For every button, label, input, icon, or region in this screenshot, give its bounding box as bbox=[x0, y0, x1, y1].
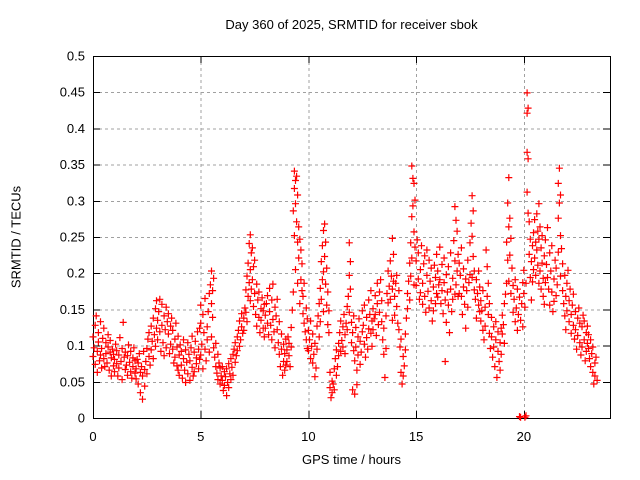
y-axis-label: SRMTID / TECUs bbox=[8, 185, 24, 289]
y-tick-label: 0.5 bbox=[67, 49, 85, 64]
y-tick-label: 0.1 bbox=[67, 338, 85, 353]
y-tick-label: 0.45 bbox=[60, 85, 85, 100]
tick-labels: 0 5 10 15 20 0 0.05 0.1 0.15 0.2 0.25 0.3 0.35 0.4 0.4… bbox=[60, 49, 531, 445]
x-tick-label: 0 bbox=[89, 429, 96, 444]
x-tick-label: 20 bbox=[517, 429, 531, 444]
y-tick-label: 0.25 bbox=[60, 230, 85, 245]
scatter-points bbox=[89, 89, 601, 421]
x-tick-label: 5 bbox=[197, 429, 204, 444]
y-tick-label: 0.35 bbox=[60, 157, 85, 172]
y-tick-label: 0.05 bbox=[60, 374, 85, 389]
x-tick-label: 15 bbox=[409, 429, 423, 444]
grid-layer bbox=[93, 56, 610, 418]
x-tick-label: 10 bbox=[301, 429, 315, 444]
y-tick-label: 0.3 bbox=[67, 193, 85, 208]
plot-border bbox=[93, 56, 611, 419]
x-axis-label: GPS time / hours bbox=[302, 452, 401, 467]
chart-title: Day 360 of 2025, SRMTID for receiver sbo… bbox=[225, 17, 478, 32]
y-tick-label: 0.15 bbox=[60, 302, 85, 317]
y-tick-label: 0.4 bbox=[67, 121, 85, 136]
y-tick-label: 0.2 bbox=[67, 266, 85, 281]
y-tick-label: 0 bbox=[78, 411, 85, 426]
